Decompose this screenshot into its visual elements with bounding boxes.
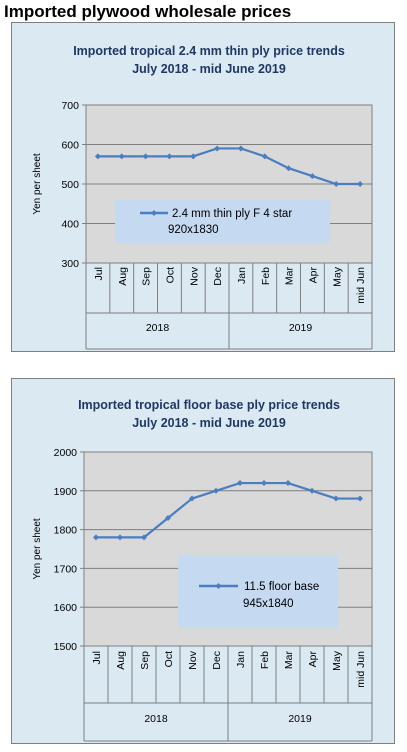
chart-subtitle: July 2018 - mid June 2019 [132, 62, 286, 76]
legend-label-size: 920x1830 [168, 224, 219, 236]
y-tick-label: 1800 [54, 525, 78, 537]
data-point [214, 145, 221, 152]
x-tick-label: Mar [284, 267, 296, 286]
data-point [190, 153, 197, 160]
chart-panel-floor-base: Imported tropical floor base ply price t… [11, 378, 395, 744]
data-point [166, 153, 173, 160]
year-group-label: 2018 [144, 713, 168, 725]
chart-subtitle: July 2018 - mid June 2019 [132, 416, 286, 430]
chart-panel-thin-ply: Imported tropical 2.4 mm thin ply price … [11, 22, 395, 352]
y-tick-label: 600 [61, 140, 79, 152]
data-point [93, 534, 99, 541]
x-tick-label: Aug [115, 651, 127, 670]
x-tick-label: May [331, 266, 343, 287]
y-tick-label: 1500 [54, 641, 78, 653]
legend-box [178, 555, 338, 628]
series-line [96, 481, 360, 539]
thin-ply-price-chart: Imported tropical 2.4 mm thin ply price … [32, 44, 373, 350]
x-tick-label: Dec [212, 267, 224, 286]
x-tick-label: Jan [236, 267, 248, 284]
x-tick-label: mid Jun [355, 651, 367, 688]
data-point [333, 181, 340, 187]
y-tick-label: 2000 [54, 447, 78, 459]
y-axis-label: Yen per sheet [32, 518, 43, 580]
legend-label: 2.4 mm thin ply F 4 star [172, 208, 292, 220]
data-point [309, 173, 316, 180]
data-point [261, 480, 267, 487]
x-tick-label: Mar [283, 651, 295, 670]
x-tick-label: Apr [307, 651, 319, 668]
data-point [357, 181, 364, 187]
y-tick-label: 700 [61, 100, 79, 112]
legend-label: 11.5 floor base [244, 581, 319, 593]
legend-box [115, 200, 330, 243]
data-point [117, 534, 123, 541]
y-tick-label: 300 [61, 258, 79, 270]
x-tick-label: Nov [188, 266, 200, 285]
year-group-label: 2018 [146, 322, 170, 334]
chart-title: Imported tropical 2.4 mm thin ply price … [73, 44, 345, 58]
x-tick-label: Dec [211, 651, 223, 670]
data-point [189, 495, 195, 502]
y-tick-label: 1600 [54, 602, 78, 614]
year-group-label: 2019 [288, 713, 312, 725]
y-axis-label: Yen per sheet [32, 153, 43, 215]
data-point [213, 487, 219, 494]
x-tick-label: Sep [139, 651, 151, 670]
x-tick-label: Feb [259, 651, 271, 669]
y-tick-label: 400 [61, 219, 79, 231]
x-tick-label: Jul [91, 651, 103, 664]
x-tick-label: Apr [307, 267, 319, 284]
data-point [261, 153, 268, 160]
data-point [237, 480, 243, 487]
series-line [97, 147, 361, 186]
x-tick-label: Sep [141, 267, 153, 286]
x-tick-label: Nov [187, 650, 199, 669]
data-point [165, 514, 171, 521]
x-tick-label: Aug [117, 267, 129, 286]
x-tick-label: May [331, 650, 343, 671]
legend-marker [215, 583, 222, 589]
data-point [142, 153, 149, 160]
data-point [118, 153, 125, 160]
floor-base-price-chart: Imported tropical floor base ply price t… [32, 398, 373, 742]
chart-title: Imported tropical floor base ply price t… [78, 398, 340, 412]
legend-label-size: 945x1840 [243, 598, 294, 610]
data-point [357, 495, 363, 502]
x-tick-label: mid Jun [355, 267, 367, 304]
x-tick-label: Oct [164, 267, 176, 283]
data-point [237, 145, 244, 152]
data-point [94, 153, 101, 160]
page-title: Imported plywood wholesale prices [4, 2, 292, 21]
data-point [333, 495, 339, 502]
x-tick-label: Jul [93, 267, 105, 280]
data-point [309, 487, 315, 494]
x-tick-label: Jan [235, 651, 247, 668]
x-tick-label: Oct [163, 651, 175, 667]
data-point [285, 480, 291, 487]
data-point [141, 534, 147, 541]
y-tick-label: 500 [61, 179, 79, 191]
legend-marker [151, 210, 157, 216]
x-tick-label: Feb [260, 267, 272, 285]
data-point [285, 165, 292, 172]
y-tick-label: 1700 [54, 563, 78, 575]
y-tick-label: 1900 [54, 486, 78, 498]
year-group-label: 2019 [289, 322, 313, 334]
